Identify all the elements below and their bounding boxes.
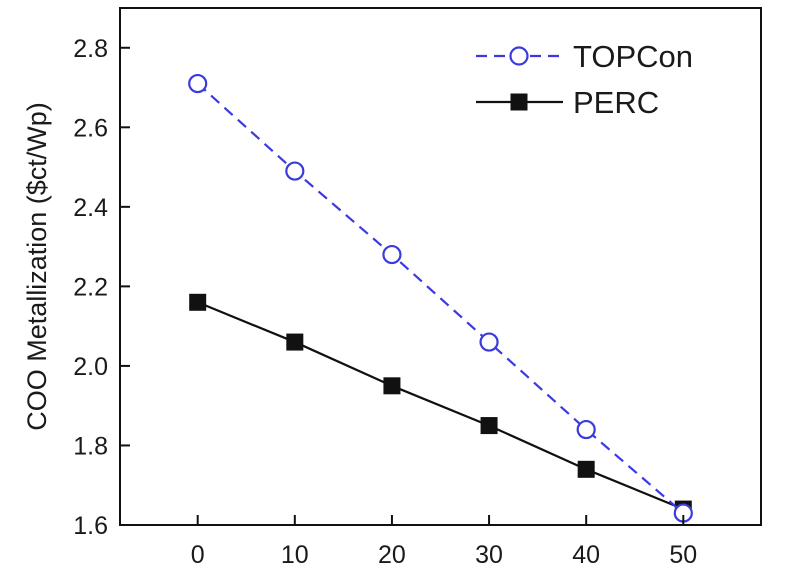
data-point-topcon bbox=[576, 419, 596, 440]
y-tick-label: 2.0 bbox=[73, 353, 108, 381]
data-point-topcon bbox=[479, 332, 499, 352]
data-point-perc bbox=[577, 460, 595, 478]
legend-marker-topcon bbox=[509, 46, 529, 66]
data-point-topcon bbox=[285, 161, 305, 181]
data-point-perc bbox=[480, 417, 498, 435]
legend-marker-perc bbox=[510, 93, 528, 111]
ticks-layer: 1.6 1.8 2.0 2.2 2.4 2.6 2.8 0 10 20 30 40 50 bbox=[73, 35, 697, 569]
y-tick-label: 2.2 bbox=[73, 273, 108, 301]
x-tick-label: 50 bbox=[669, 541, 697, 569]
x-tick-label: 40 bbox=[572, 541, 600, 569]
legend-label-perc: PERC bbox=[573, 85, 659, 120]
data-point-perc bbox=[383, 377, 401, 395]
data-point-perc bbox=[189, 293, 207, 311]
plot-frame bbox=[119, 7, 762, 526]
y-tick-label: 2.4 bbox=[73, 194, 108, 222]
y-tick-label: 1.8 bbox=[73, 432, 108, 460]
data-point-topcon bbox=[188, 73, 208, 94]
legend: TOPCon PERC bbox=[476, 39, 693, 120]
y-tick-label: 2.8 bbox=[73, 35, 108, 63]
x-tick-label: 0 bbox=[191, 541, 205, 569]
legend-label-topcon: TOPCon bbox=[573, 39, 693, 74]
data-point-perc bbox=[286, 333, 304, 351]
series-line-topcon bbox=[196, 82, 685, 514]
series-layer bbox=[188, 73, 693, 523]
x-tick-label: 20 bbox=[378, 541, 406, 569]
y-axis-title: COO Metallization ($ct/Wp) bbox=[22, 102, 52, 431]
data-point-topcon bbox=[382, 244, 402, 265]
y-tick-label: 2.6 bbox=[73, 114, 108, 142]
x-tick-label: 10 bbox=[281, 541, 309, 569]
y-tick-label: 1.6 bbox=[73, 512, 108, 540]
series-line-perc bbox=[197, 301, 684, 511]
x-tick-label: 30 bbox=[475, 541, 503, 569]
